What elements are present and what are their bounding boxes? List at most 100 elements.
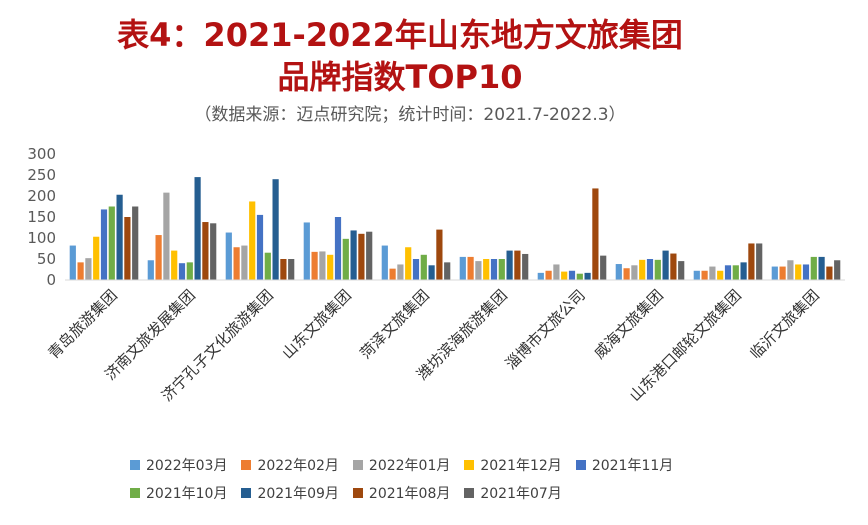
legend: 2022年03月 2022年02月 2022年01月 2021年12月 2021年11月… xyxy=(130,455,770,503)
bar xyxy=(100,209,108,280)
bar xyxy=(249,201,256,280)
bars xyxy=(69,177,841,280)
bar xyxy=(475,261,482,280)
bar xyxy=(623,268,630,280)
legend-item: 2022年03月 xyxy=(130,455,227,475)
chart-title-line1: 表4：2021-2022年山东地方文旅集团 xyxy=(117,16,683,54)
bar xyxy=(428,265,435,280)
bar xyxy=(405,247,412,280)
bar xyxy=(233,247,240,280)
bar xyxy=(381,245,388,280)
bar xyxy=(740,262,747,280)
bar xyxy=(615,264,622,280)
legend-label: 2022年02月 xyxy=(257,458,339,474)
bar xyxy=(225,232,232,280)
y-tick-label: 0 xyxy=(46,271,56,289)
bar xyxy=(693,270,700,280)
bar xyxy=(327,254,334,280)
legend-swatch xyxy=(241,460,252,470)
bar xyxy=(748,243,755,280)
bar xyxy=(389,268,396,280)
bar xyxy=(670,253,677,280)
legend-item: 2022年01月 xyxy=(352,455,451,475)
y-tick-label: 150 xyxy=(27,208,56,226)
bar xyxy=(132,206,139,280)
bar xyxy=(787,260,794,280)
y-tick-label: 100 xyxy=(27,229,56,247)
bar xyxy=(147,260,154,280)
bar xyxy=(202,222,209,280)
bar xyxy=(732,265,739,280)
y-axis: 0 50 100 150 200 250 300 xyxy=(27,145,56,289)
bar xyxy=(444,262,451,280)
chart-subtitle: （数据来源：迈点研究院；统计时间：2021.7-2022.3） xyxy=(194,105,626,125)
bar xyxy=(178,263,186,280)
bar xyxy=(397,264,404,280)
bar xyxy=(498,259,505,280)
legend-label: 2022年01月 xyxy=(368,458,451,474)
bar xyxy=(342,238,349,280)
bar xyxy=(303,222,310,280)
bar xyxy=(155,235,162,280)
bar xyxy=(506,250,513,280)
legend-item: 2021年07月 xyxy=(464,483,562,503)
bar xyxy=(311,251,318,280)
bar xyxy=(412,259,420,280)
bar xyxy=(709,266,716,280)
bar xyxy=(69,245,76,280)
legend-item: 2021年08月 xyxy=(352,483,451,503)
legend-item: 2021年12月 xyxy=(464,455,562,475)
x-category-label: 山东文旅集团 xyxy=(278,286,354,362)
bar xyxy=(701,270,708,280)
x-category-label: 临沂文旅集团 xyxy=(746,286,822,362)
legend-item: 2021年10月 xyxy=(130,483,227,503)
bar xyxy=(678,261,685,280)
bar xyxy=(779,266,786,280)
bar xyxy=(85,258,92,280)
legend-label: 2021年10月 xyxy=(146,486,228,502)
legend-swatch xyxy=(575,460,586,470)
bar xyxy=(522,253,529,280)
bar xyxy=(194,177,201,280)
legend-label: 2021年11月 xyxy=(591,458,674,474)
bar xyxy=(834,260,841,280)
bar xyxy=(545,270,552,280)
y-tick-label: 250 xyxy=(27,166,56,184)
bar xyxy=(350,230,357,280)
legend-swatch xyxy=(130,460,140,470)
x-category-label: 菏泽文旅集团 xyxy=(356,286,432,362)
bar xyxy=(654,259,661,280)
bar xyxy=(631,265,638,280)
y-tick-label: 50 xyxy=(37,250,56,268)
y-tick-label: 300 xyxy=(27,145,56,163)
legend-label: 2022年03月 xyxy=(146,458,228,474)
bar xyxy=(459,256,466,280)
bar xyxy=(483,259,490,280)
bar xyxy=(802,264,810,280)
bar xyxy=(241,245,248,280)
bar xyxy=(584,272,591,280)
legend-label: 2021年08月 xyxy=(368,486,451,502)
chart-title-line2: 品牌指数TOP10 xyxy=(277,58,523,96)
bar xyxy=(77,262,84,280)
legend-item: 2021年09月 xyxy=(241,483,339,503)
bar xyxy=(171,250,178,280)
bar xyxy=(280,259,287,280)
x-category-label: 威海文旅集团 xyxy=(590,286,666,362)
bar xyxy=(600,255,607,280)
bar xyxy=(771,266,778,280)
bar xyxy=(116,194,123,280)
x-category-label: 青岛旅游集团 xyxy=(44,286,120,362)
bar xyxy=(724,265,732,280)
bar xyxy=(334,217,342,280)
bar xyxy=(366,231,373,280)
legend-label: 2021年07月 xyxy=(480,486,562,502)
legend-label: 2021年09月 xyxy=(257,486,339,502)
bar xyxy=(93,236,100,280)
legend-item: 2021年11月 xyxy=(575,455,674,475)
bar xyxy=(163,192,170,280)
bar xyxy=(124,217,131,280)
bar xyxy=(717,270,724,280)
legend-label: 2021年12月 xyxy=(480,458,562,474)
